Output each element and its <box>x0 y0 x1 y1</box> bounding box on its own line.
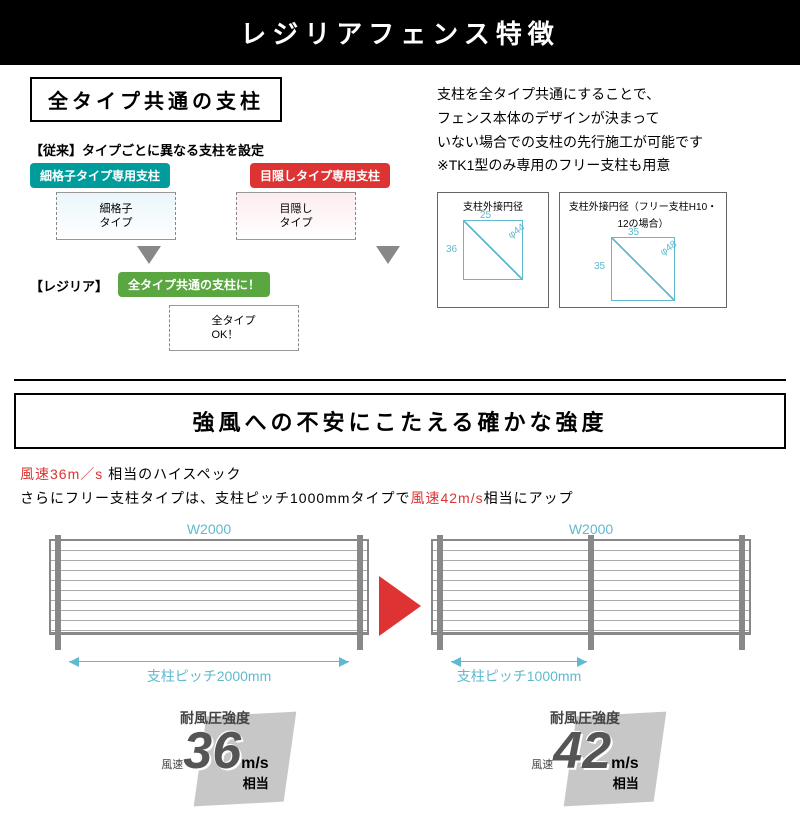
arrow-right-icon <box>379 576 421 636</box>
panel-fine-lattice: 細格子 タイプ <box>56 192 176 240</box>
arrow-down-icon <box>137 246 161 264</box>
pill-all-types: 全タイプ共通の支柱に！ <box>118 272 270 297</box>
label-conventional: 【従来】タイプごとに異なる支柱を設定 <box>30 140 437 159</box>
fence-comparison: W2000 支柱ピッチ2000mm W2000 支柱ピッチ1000mm <box>0 521 800 692</box>
badge-36: 耐風圧強度 風速36m/s 相当 <box>140 698 290 804</box>
sec1-description: 支柱を全タイプ共通にすることで、 フェンス本体のデザインが決まって いない場合で… <box>437 77 770 351</box>
sec2-heading: 強風への不安にこたえる確かな強度 <box>14 393 786 449</box>
wind-badges: 耐風圧強度 風速36m/s 相当 耐風圧強度 風速42m/s 相当 <box>0 692 800 824</box>
badge-42: 耐風圧強度 風速42m/s 相当 <box>510 698 660 804</box>
fence-1000: W2000 支柱ピッチ1000mm <box>431 521 751 692</box>
diagram-post-dia-2: 支柱外接円径（フリー支柱H10・12の場合） 35 35 φ48 <box>559 192 727 308</box>
pill-privacy: 目隠しタイプ専用支柱 <box>250 163 390 188</box>
panel-all-types: 全タイプ OK！ <box>169 305 299 351</box>
pill-fine-lattice: 細格子タイプ専用支柱 <box>30 163 170 188</box>
main-title: レジリアフェンス特徴 <box>0 0 800 65</box>
fence-2000: W2000 支柱ピッチ2000mm <box>49 521 369 692</box>
section-common-post: 全タイプ共通の支柱 【従来】タイプごとに異なる支柱を設定 細格子タイプ専用支柱 … <box>0 65 800 351</box>
label-resilia: 【レジリア】 <box>30 276 108 295</box>
sec1-heading: 全タイプ共通の支柱 <box>30 77 282 122</box>
panel-privacy: 目隠し タイプ <box>236 192 356 240</box>
diagram-post-dia-1: 支柱外接円径 25 36 φ44 <box>437 192 549 308</box>
arrow-down-icon <box>376 246 400 264</box>
divider <box>14 379 786 381</box>
spec-text: 風速36m／s 相当のハイスペック さらにフリー支柱タイプは、支柱ピッチ1000… <box>0 463 800 521</box>
